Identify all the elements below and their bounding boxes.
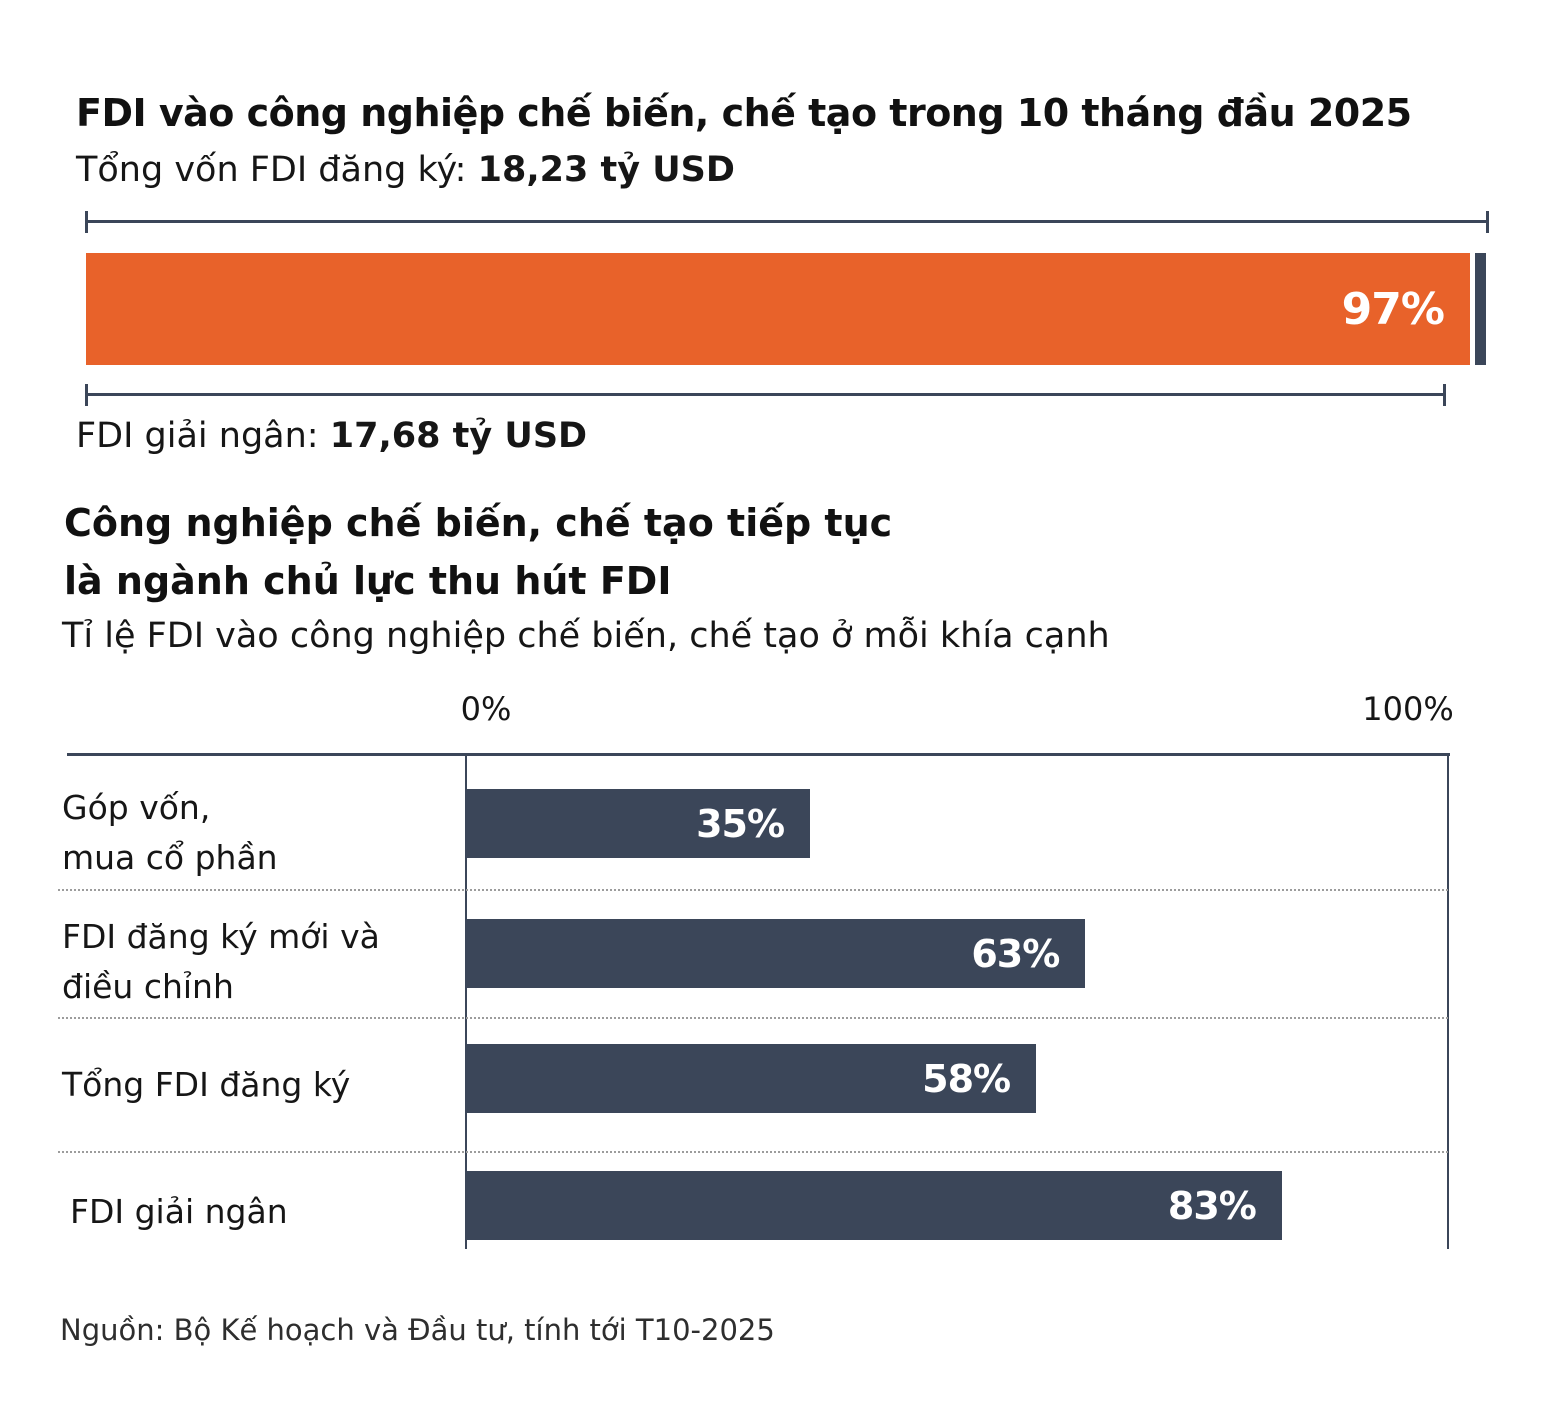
x-axis-tick-100: 100% xyxy=(1362,690,1454,728)
category-label-gop-von: Góp vốn, mua cổ phần xyxy=(62,783,462,883)
hero-percent-label: 97% xyxy=(1341,283,1445,335)
section-heading-line-1: Công nghiệp chế biến, chế tạo tiếp tục xyxy=(64,501,893,545)
section-subheading: Tỉ lệ FDI vào công nghiệp chế biến, chế … xyxy=(62,616,1110,656)
category-label-line: FDI đăng ký mới và xyxy=(62,917,380,956)
row-separator xyxy=(58,1151,1448,1153)
axis-line-100-percent xyxy=(1447,753,1449,1249)
category-label-line: mua cổ phần xyxy=(62,838,278,877)
bar-value-label: 58% xyxy=(922,1056,1011,1101)
bar-fdi-giai-ngan: 83% xyxy=(466,1171,1282,1240)
category-label-fdi-dang-ky-moi: FDI đăng ký mới và điều chỉnh xyxy=(62,912,462,1012)
bar-value-label: 63% xyxy=(971,931,1060,976)
axis-line-0-percent xyxy=(465,753,467,1249)
disbursed-value: 17,68 tỷ USD xyxy=(329,416,588,456)
bar-tong-fdi-dang-ky: 58% xyxy=(466,1044,1037,1113)
category-label-line: điều chỉnh xyxy=(62,967,234,1006)
bar-gop-von: 35% xyxy=(466,789,811,858)
row-separator xyxy=(58,889,1448,891)
source-note: Nguồn: Bộ Kế hoạch và Đầu tư, tính tới T… xyxy=(60,1313,775,1347)
bar-value-label: 83% xyxy=(1167,1183,1257,1228)
category-label-tong-fdi-dang-ky: Tổng FDI đăng ký xyxy=(62,1065,351,1104)
section-heading: Công nghiệp chế biến, chế tạo tiếp tục l… xyxy=(64,494,1364,610)
total-fdi-caption: Tổng vốn FDI đăng ký: 18,23 tỷ USD xyxy=(76,150,735,190)
bar-fdi-dang-ky-moi: 63% xyxy=(466,919,1086,988)
page-title: FDI vào công nghiệp chế biến, chế tạo tr… xyxy=(76,91,1412,136)
plot-area: 35% 63% 58% 83% xyxy=(466,753,1449,1249)
disbursed-label: FDI giải ngân: xyxy=(76,416,319,456)
x-axis-tick-0: 0% xyxy=(460,690,512,728)
total-bracket xyxy=(85,211,1489,233)
total-fdi-label: Tổng vốn FDI đăng ký: xyxy=(76,150,467,190)
row-separator xyxy=(58,1017,1448,1019)
section-heading-line-2: là ngành chủ lực thu hút FDI xyxy=(64,559,672,603)
category-label-line: Góp vốn, xyxy=(62,788,211,827)
total-fdi-value: 18,23 tỷ USD xyxy=(477,150,735,190)
hero-bar-filled-segment: 97% xyxy=(86,253,1475,365)
category-label-fdi-giai-ngan: FDI giải ngân xyxy=(70,1192,288,1231)
chart-top-rule xyxy=(67,753,1450,756)
disbursed-caption: FDI giải ngân: 17,68 tỷ USD xyxy=(76,416,587,456)
disbursed-bracket xyxy=(85,384,1446,406)
bar-value-label: 35% xyxy=(696,801,785,846)
hero-progress-bar: 97% xyxy=(86,253,1486,365)
